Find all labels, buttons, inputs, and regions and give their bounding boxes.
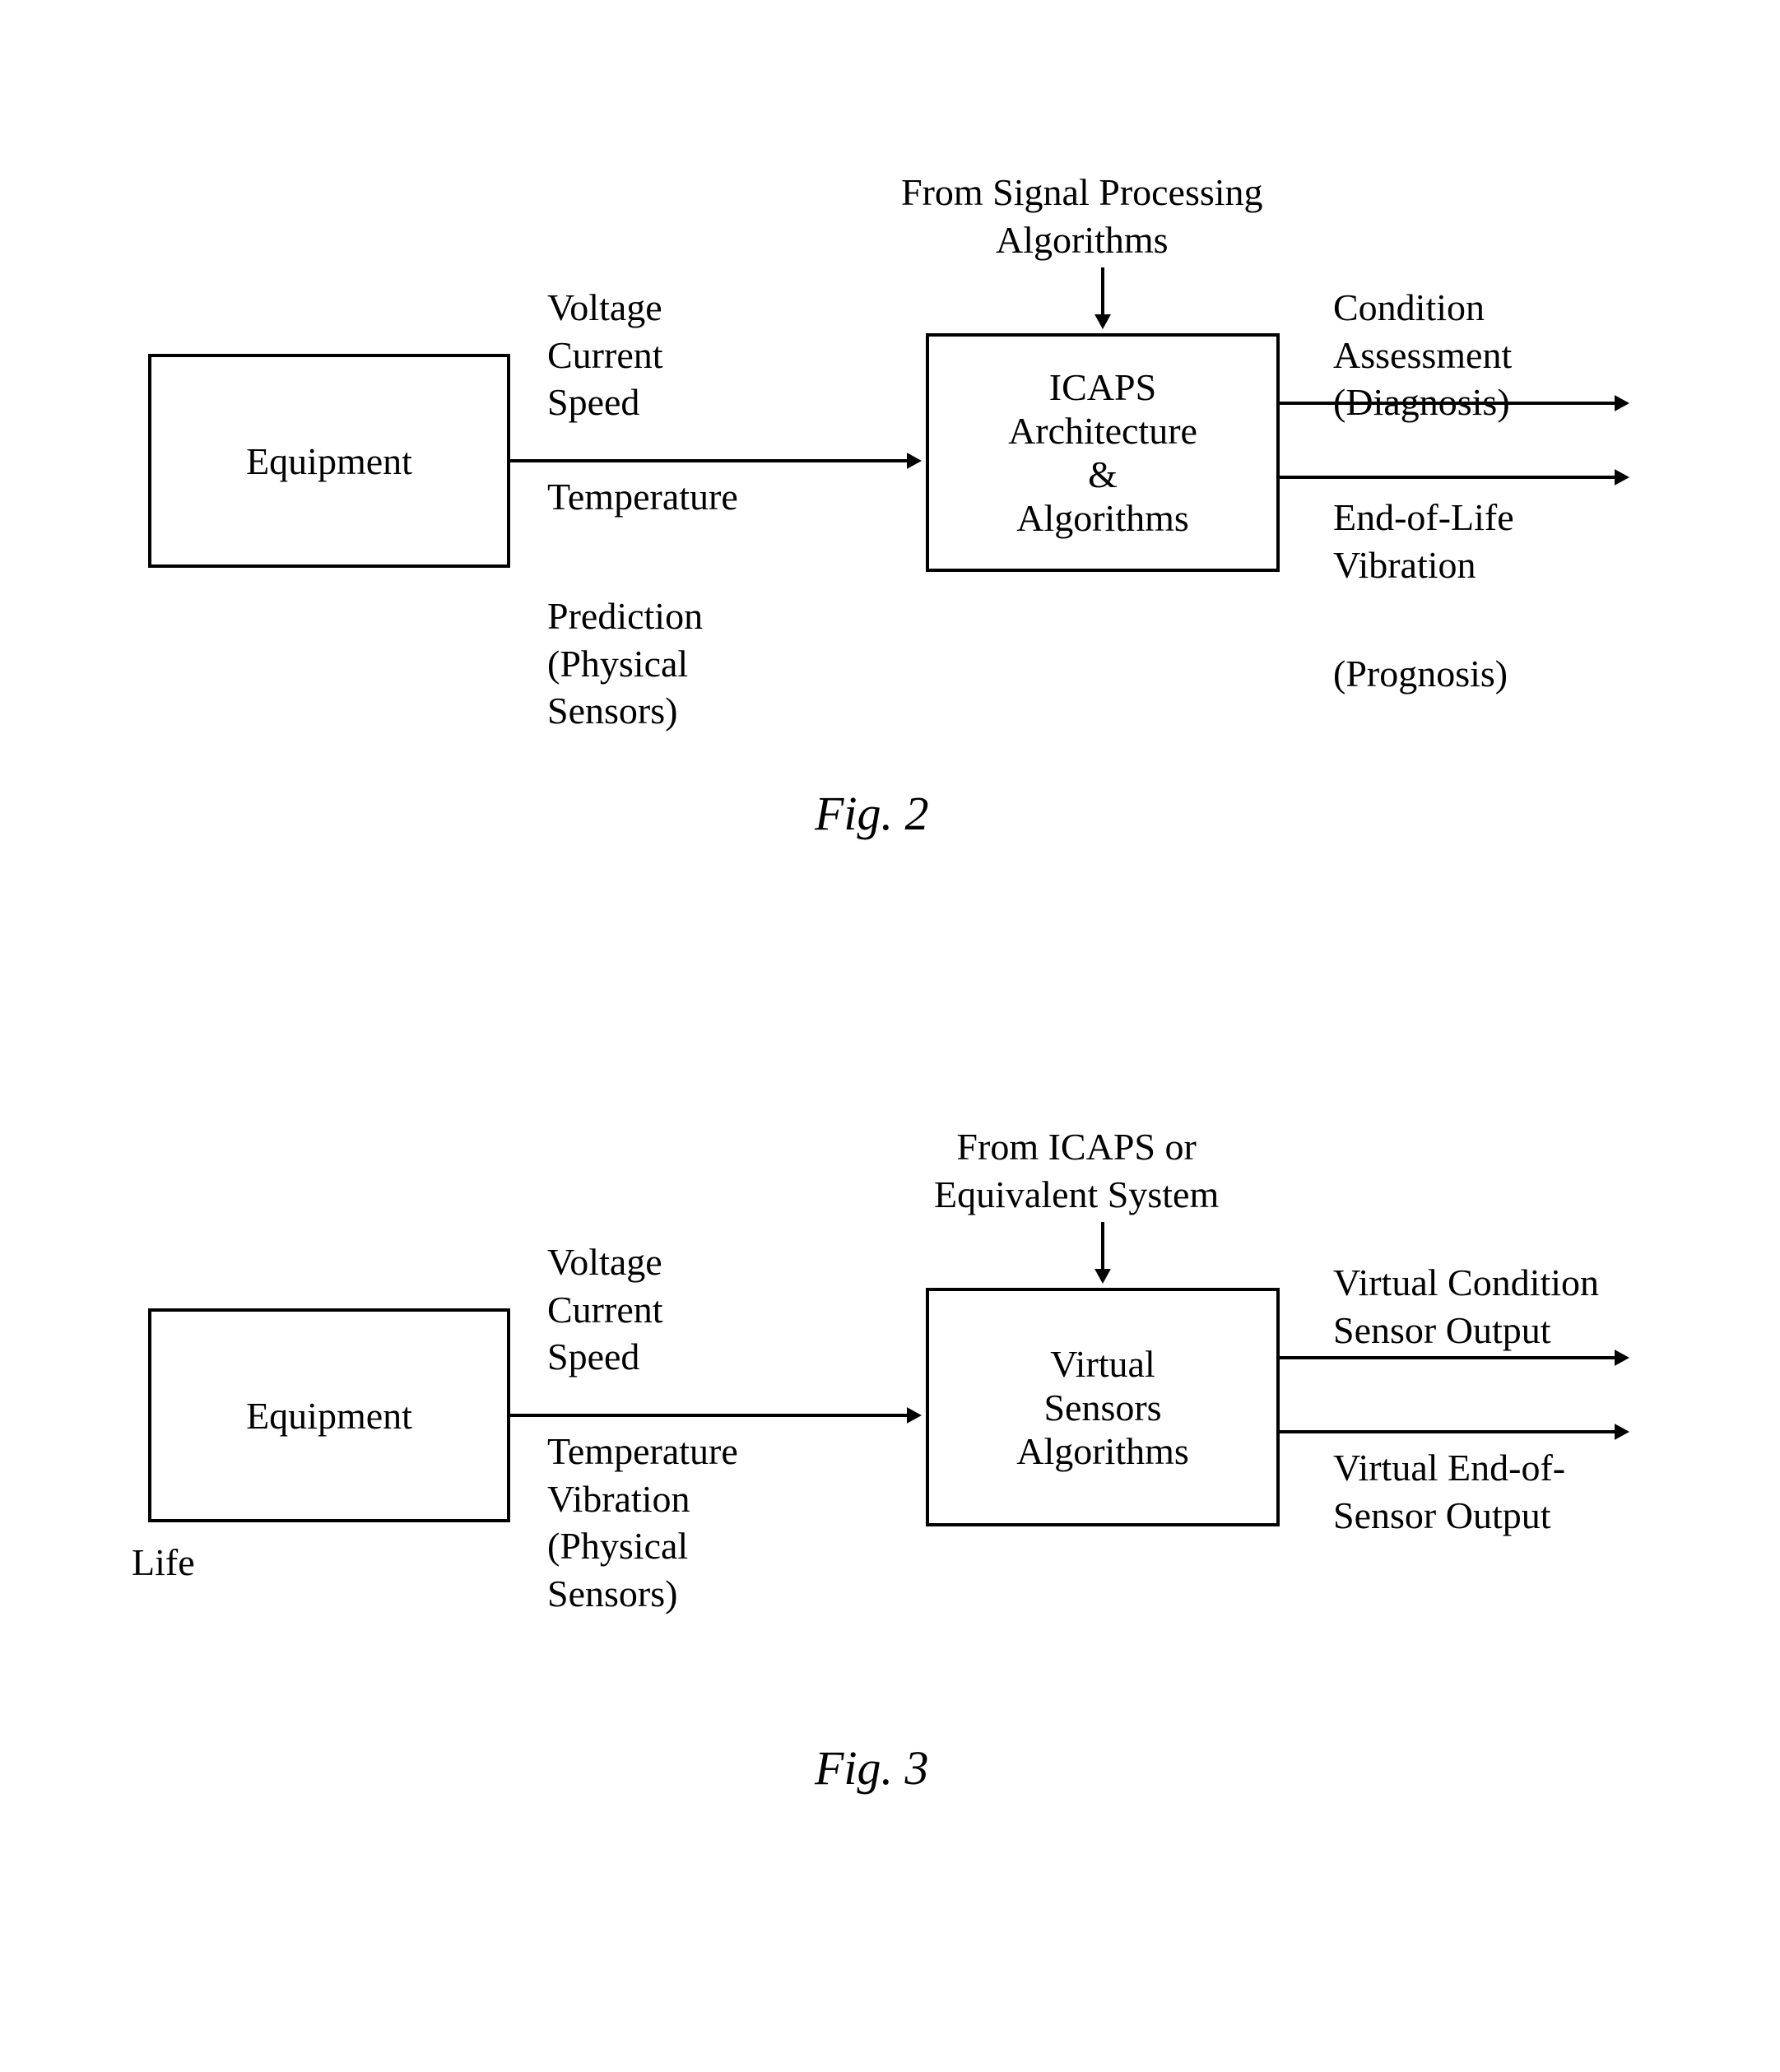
fig3-signals-upper: Voltage Current Speed xyxy=(547,1238,663,1381)
fig2-equipment-box: Equipment xyxy=(148,354,510,568)
fig3-top-input-label: From ICAPS or Equivalent System xyxy=(934,1123,1219,1218)
fig3-arrow-top xyxy=(1088,1207,1118,1298)
fig2-signals-lower: Prediction (Physical Sensors) xyxy=(547,592,703,735)
fig3-arrow-out2 xyxy=(1265,1417,1644,1447)
fig2-out-lower: (Prognosis) xyxy=(1333,650,1508,698)
fig3-arrow-main xyxy=(495,1401,936,1430)
fig3-equipment-box: Equipment xyxy=(148,1308,510,1522)
fig2-top-input-label: From Signal Processing Algorithms xyxy=(901,169,1263,263)
fig2-signals-mid: Temperature xyxy=(547,473,738,521)
fig2-arrow-top xyxy=(1088,253,1118,344)
fig2-out-upper: Condition Assessment (Diagnosis) xyxy=(1333,284,1512,426)
fig2-center-box: ICAPS Architecture & Algorithms xyxy=(926,333,1280,572)
fig3-center-label: Virtual Sensors Algorithms xyxy=(1016,1342,1189,1473)
fig2-signals-upper: Voltage Current Speed xyxy=(547,284,663,426)
fig2-out-mid: End-of-Life Vibration xyxy=(1333,494,1514,588)
fig3-out-upper: Virtual Condition Sensor Output xyxy=(1333,1259,1599,1354)
fig3-signals-lower: Temperature Vibration (Physical Sensors) xyxy=(547,1428,738,1617)
fig3-caption: Fig. 3 xyxy=(815,1740,929,1796)
fig2-equipment-label: Equipment xyxy=(246,439,412,483)
fig3-out-lower: Virtual End-of- Sensor Output xyxy=(1333,1444,1565,1539)
fig2-caption: Fig. 2 xyxy=(815,786,929,841)
fig3-equipment-label: Equipment xyxy=(246,1394,412,1438)
fig3-center-box: Virtual Sensors Algorithms xyxy=(926,1288,1280,1526)
fig2-arrow-out2 xyxy=(1265,462,1644,492)
fig3-life-label: Life xyxy=(132,1539,195,1587)
fig2-arrow-main xyxy=(495,446,936,476)
fig2-center-label: ICAPS Architecture & Algorithms xyxy=(1008,365,1197,540)
